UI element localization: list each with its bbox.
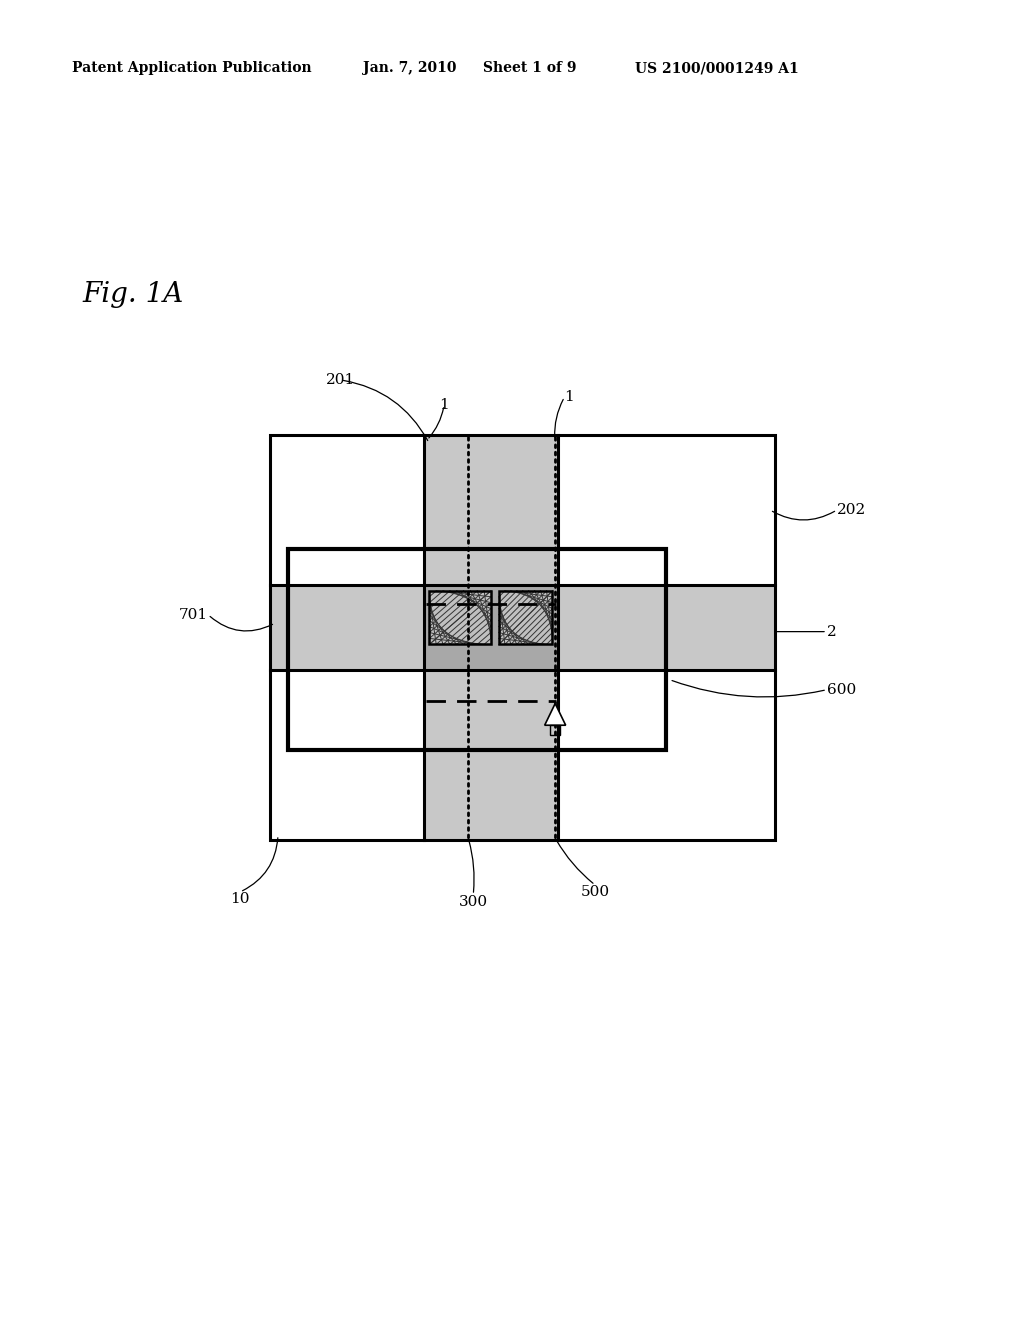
Text: 1: 1 — [439, 399, 449, 412]
Text: Jan. 7, 2010: Jan. 7, 2010 — [362, 61, 457, 75]
Bar — [499, 591, 553, 644]
Bar — [424, 585, 558, 671]
Text: Sheet 1 of 9: Sheet 1 of 9 — [483, 61, 577, 75]
Bar — [424, 436, 558, 585]
Bar — [424, 671, 558, 840]
Bar — [499, 591, 553, 644]
Text: 2: 2 — [827, 624, 837, 639]
Text: 300: 300 — [459, 895, 487, 909]
Bar — [270, 585, 424, 671]
Text: Patent Application Publication: Patent Application Publication — [72, 61, 311, 75]
Bar — [429, 591, 490, 644]
Text: 10: 10 — [230, 892, 250, 906]
Bar — [558, 585, 775, 671]
Text: 701: 701 — [179, 607, 208, 622]
Bar — [270, 436, 775, 840]
Bar — [288, 549, 667, 750]
Text: US 2100/0001249 A1: US 2100/0001249 A1 — [635, 61, 799, 75]
Text: 1: 1 — [564, 389, 574, 404]
Text: 201: 201 — [326, 374, 355, 387]
Text: 202: 202 — [837, 503, 866, 517]
Text: 500: 500 — [581, 884, 609, 899]
Bar — [550, 725, 560, 735]
Text: Fig. 1A: Fig. 1A — [82, 281, 183, 309]
Polygon shape — [545, 704, 565, 725]
Text: 600: 600 — [827, 682, 856, 697]
Bar — [429, 591, 490, 644]
Bar — [270, 436, 775, 840]
